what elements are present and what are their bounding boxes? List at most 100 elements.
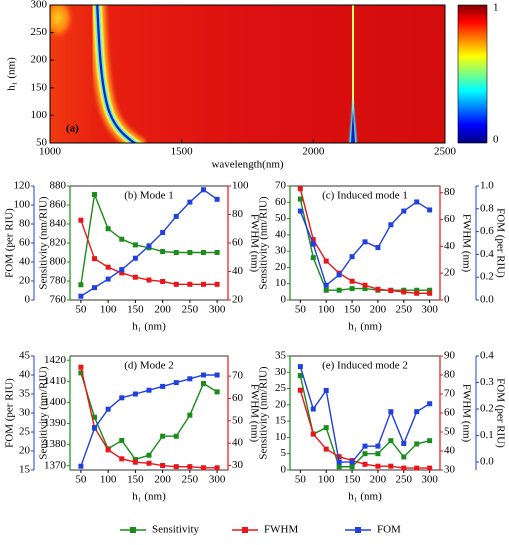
x-axis-label: wavelength(nm) bbox=[211, 159, 283, 171]
x-tick-label: 50 bbox=[295, 474, 307, 486]
point bbox=[362, 286, 368, 292]
y-axis-label: FOM (per RIU) bbox=[4, 378, 16, 448]
point bbox=[414, 287, 420, 293]
point bbox=[132, 459, 138, 465]
y-tick-label: 1380 bbox=[44, 438, 67, 450]
y-tick-label: 1.0 bbox=[480, 180, 494, 192]
point bbox=[78, 282, 84, 288]
point bbox=[388, 438, 394, 444]
y-tick-label: 0 bbox=[281, 294, 287, 306]
point bbox=[336, 459, 342, 465]
point bbox=[349, 286, 355, 292]
y-tick-label: 20 bbox=[444, 267, 456, 279]
point bbox=[200, 250, 206, 255]
point bbox=[200, 281, 206, 287]
y-tick-label: 15 bbox=[19, 464, 31, 476]
legend: Sensitivity FWHM FOM bbox=[120, 524, 401, 536]
point bbox=[214, 281, 220, 287]
point bbox=[187, 412, 193, 418]
point bbox=[310, 406, 316, 412]
point bbox=[119, 456, 125, 462]
x-tick-label: 100 bbox=[318, 474, 335, 486]
point bbox=[132, 456, 138, 462]
point bbox=[119, 395, 125, 401]
y-axis-label: FWHM (nm) bbox=[460, 384, 472, 443]
point bbox=[388, 288, 394, 294]
point bbox=[214, 196, 220, 202]
heatmap bbox=[50, 5, 445, 143]
y-tick-label: 1410 bbox=[44, 375, 67, 387]
x-tick-label: 50 bbox=[75, 304, 87, 316]
point bbox=[132, 242, 138, 248]
x-tick-label: 300 bbox=[421, 304, 438, 316]
y-tick-label: 15 bbox=[275, 415, 287, 427]
point bbox=[323, 282, 329, 288]
x-tick-label: 50 bbox=[295, 304, 307, 316]
y-axis-label: FWHM (nm) bbox=[248, 384, 260, 443]
y-tick-label: 30 bbox=[444, 464, 456, 476]
y-axis-label: FOM (per RIU) bbox=[494, 208, 506, 278]
point bbox=[173, 464, 179, 470]
point bbox=[297, 373, 303, 379]
point bbox=[173, 250, 179, 255]
x-tick-label: 300 bbox=[421, 474, 438, 486]
point bbox=[173, 433, 179, 439]
y-tick-label: 820 bbox=[50, 237, 67, 249]
x-tick-label: 300 bbox=[209, 304, 226, 316]
y-tick-label: 20 bbox=[232, 294, 244, 306]
y-tick-label: 200 bbox=[31, 54, 48, 66]
y-tick-label: 120 bbox=[14, 180, 31, 192]
y-tick-label: 60 bbox=[232, 237, 244, 249]
point bbox=[200, 187, 206, 193]
y-tick-label: 840 bbox=[50, 218, 67, 230]
y-axis-label: Sensitivity (nm/RIU) bbox=[258, 366, 270, 460]
point bbox=[323, 258, 329, 264]
point bbox=[119, 236, 125, 242]
y-tick-label: 1390 bbox=[44, 417, 67, 429]
point bbox=[160, 433, 166, 439]
y-tick-label: 880 bbox=[50, 180, 67, 192]
point bbox=[160, 383, 166, 389]
point bbox=[146, 460, 152, 466]
x-tick-label: 150 bbox=[344, 304, 361, 316]
point bbox=[401, 440, 407, 446]
point bbox=[92, 414, 98, 420]
point bbox=[323, 446, 329, 452]
point bbox=[173, 380, 179, 386]
point bbox=[297, 208, 303, 214]
point bbox=[78, 217, 84, 223]
point bbox=[92, 425, 98, 431]
y-tick-label: 30 bbox=[275, 366, 287, 378]
point bbox=[362, 282, 368, 288]
x-tick-label: 150 bbox=[127, 474, 144, 486]
series-line bbox=[80, 372, 218, 461]
hot-spot bbox=[50, 5, 74, 40]
point bbox=[362, 461, 368, 467]
point bbox=[160, 278, 166, 284]
y-tick-label: 50 bbox=[232, 414, 244, 426]
point bbox=[336, 287, 342, 293]
legend-marker bbox=[355, 527, 361, 533]
y-tick-label: 50 bbox=[36, 137, 48, 149]
panel-title: (d) Mode 2 bbox=[124, 360, 174, 372]
point bbox=[160, 230, 166, 236]
point bbox=[297, 387, 303, 393]
y-tick-label: 25 bbox=[19, 426, 31, 438]
point bbox=[375, 463, 381, 469]
point bbox=[214, 389, 220, 395]
y-tick-label: 300 bbox=[31, 0, 48, 11]
y-tick-label: 100 bbox=[14, 199, 31, 211]
x-tick-label: 2000 bbox=[302, 146, 325, 158]
y-tick-label: 150 bbox=[31, 81, 48, 93]
y-tick-label: 0.0 bbox=[480, 456, 494, 468]
point bbox=[187, 199, 193, 205]
point bbox=[146, 277, 152, 283]
point bbox=[78, 463, 84, 469]
y-tick-label: 0.3 bbox=[480, 376, 494, 388]
x-tick-label: 50 bbox=[75, 474, 87, 486]
y-tick-label: 0 bbox=[25, 294, 31, 306]
point bbox=[187, 281, 193, 287]
colorbar-tick-label: 0 bbox=[493, 134, 499, 146]
point bbox=[427, 287, 433, 293]
y-tick-label: 60 bbox=[444, 213, 456, 225]
